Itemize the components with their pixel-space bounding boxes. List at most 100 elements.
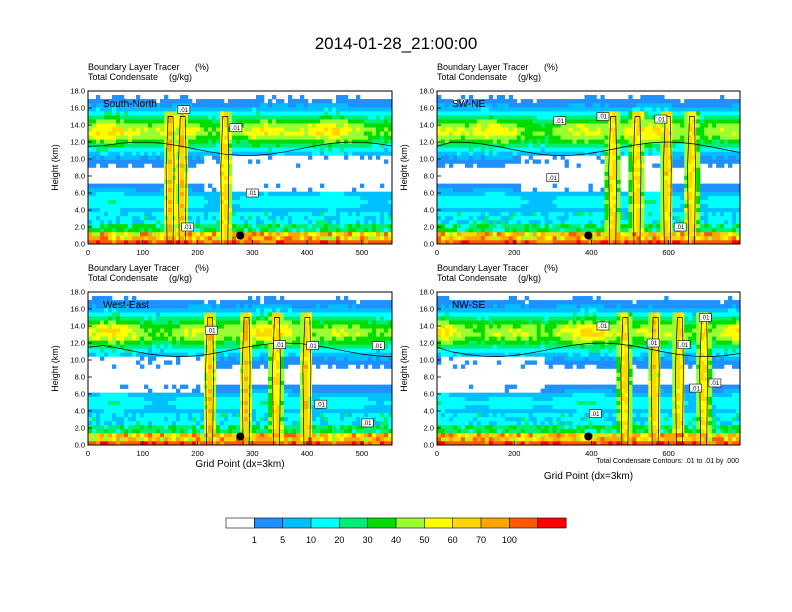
heatmap-cell <box>344 107 349 112</box>
heatmap-cell <box>316 219 321 225</box>
heatmap-cell <box>588 191 593 196</box>
heatmap-cell <box>504 155 510 160</box>
heatmap-cell <box>340 107 345 112</box>
heatmap-cell <box>260 219 265 225</box>
heatmap-cell <box>176 203 181 209</box>
heatmap-cell <box>540 135 545 140</box>
heatmap-cell <box>716 207 721 213</box>
heatmap-cell <box>88 235 93 241</box>
heatmap-cell <box>216 239 221 244</box>
heatmap-cell <box>352 440 357 445</box>
heatmap-cell <box>264 199 269 205</box>
heatmap-cell <box>720 235 725 241</box>
heatmap-cell <box>164 207 169 213</box>
heatmap-cell <box>324 215 329 221</box>
heatmap-cell <box>384 436 389 442</box>
heatmap-cell <box>712 147 717 152</box>
heatmap-cell <box>464 147 470 152</box>
heatmap-cell <box>196 211 201 217</box>
heatmap-cell <box>492 139 498 144</box>
heatmap-cell <box>572 139 577 144</box>
heatmap-cell <box>492 147 498 152</box>
heatmap-cell <box>344 219 349 225</box>
heatmap-cell <box>460 239 466 244</box>
heatmap-cell <box>612 219 617 225</box>
heatmap-cell <box>324 207 329 213</box>
heatmap-cell <box>328 99 333 104</box>
heatmap-cell <box>732 139 737 144</box>
heatmap-cell <box>564 187 569 192</box>
heatmap-cell <box>160 223 165 229</box>
heatmap-cell <box>136 432 141 438</box>
heatmap-cell <box>284 107 289 112</box>
heatmap-cell <box>108 143 113 148</box>
heatmap-cell <box>736 115 740 120</box>
heatmap-cell <box>732 211 737 217</box>
heatmap-cell <box>640 111 645 116</box>
heatmap-cell <box>696 175 701 180</box>
heatmap-cell <box>252 111 257 116</box>
heatmap-cell <box>532 239 537 244</box>
heatmap-cell <box>96 139 101 144</box>
heatmap-cell <box>344 227 349 233</box>
heatmap-cell <box>336 211 341 217</box>
heatmap-cell <box>484 119 490 124</box>
heatmap-cell <box>200 215 205 221</box>
heatmap-cell <box>164 123 169 128</box>
heatmap-cell <box>268 131 273 136</box>
heatmap-cell <box>632 163 637 168</box>
heatmap-cell <box>608 159 613 164</box>
heatmap-cell <box>168 436 173 442</box>
heatmap-cell <box>648 223 653 229</box>
heatmap-cell <box>524 231 529 237</box>
heatmap-cell <box>640 219 645 225</box>
heatmap-cell <box>188 147 193 152</box>
heatmap-cell <box>616 215 621 221</box>
heatmap-cell <box>616 103 621 108</box>
heatmap-cell <box>144 187 149 192</box>
heatmap-cell <box>504 187 510 192</box>
heatmap-cell <box>680 203 685 209</box>
heatmap-cell <box>652 135 657 140</box>
heatmap-cell <box>348 215 353 221</box>
heatmap-cell <box>680 215 685 221</box>
heatmap-cell <box>372 119 377 124</box>
heatmap-cell <box>380 111 385 116</box>
heatmap-cell <box>320 432 325 438</box>
heatmap-cell <box>492 123 498 128</box>
heatmap-cell <box>320 135 325 140</box>
heatmap-cell <box>564 231 569 237</box>
heatmap-cell <box>356 135 361 140</box>
heatmap-cell <box>248 135 253 140</box>
heatmap-cell <box>164 119 169 124</box>
heatmap-cell <box>348 143 353 148</box>
heatmap-cell <box>536 191 541 196</box>
heatmap-cell <box>440 191 446 196</box>
heatmap-cell <box>640 171 645 176</box>
heatmap-cell <box>388 211 392 217</box>
heatmap-cell <box>380 227 385 233</box>
heatmap-cell <box>572 195 577 201</box>
heatmap-cell <box>236 223 241 229</box>
heatmap-cell <box>284 207 289 213</box>
heatmap-cell <box>352 187 357 192</box>
heatmap-cell <box>312 203 317 209</box>
heatmap-cell <box>628 171 633 176</box>
heatmap-cell <box>172 111 177 116</box>
heatmap-cell <box>384 235 389 241</box>
contour-line <box>437 141 740 156</box>
heatmap-cell <box>632 159 637 164</box>
heatmap-cell <box>264 215 269 221</box>
heatmap-cell <box>184 139 189 144</box>
heatmap-cell <box>496 231 502 237</box>
heatmap-cell <box>444 115 450 120</box>
heatmap-cell <box>444 135 450 140</box>
heatmap-cell <box>372 436 377 442</box>
heatmap-cell <box>724 235 729 241</box>
heatmap-cell <box>220 239 225 244</box>
heatmap-cell <box>624 191 629 196</box>
heatmap-cell <box>124 191 129 196</box>
heatmap-cell <box>512 235 518 241</box>
heatmap-cell <box>724 183 729 188</box>
heatmap-cell <box>512 99 518 104</box>
